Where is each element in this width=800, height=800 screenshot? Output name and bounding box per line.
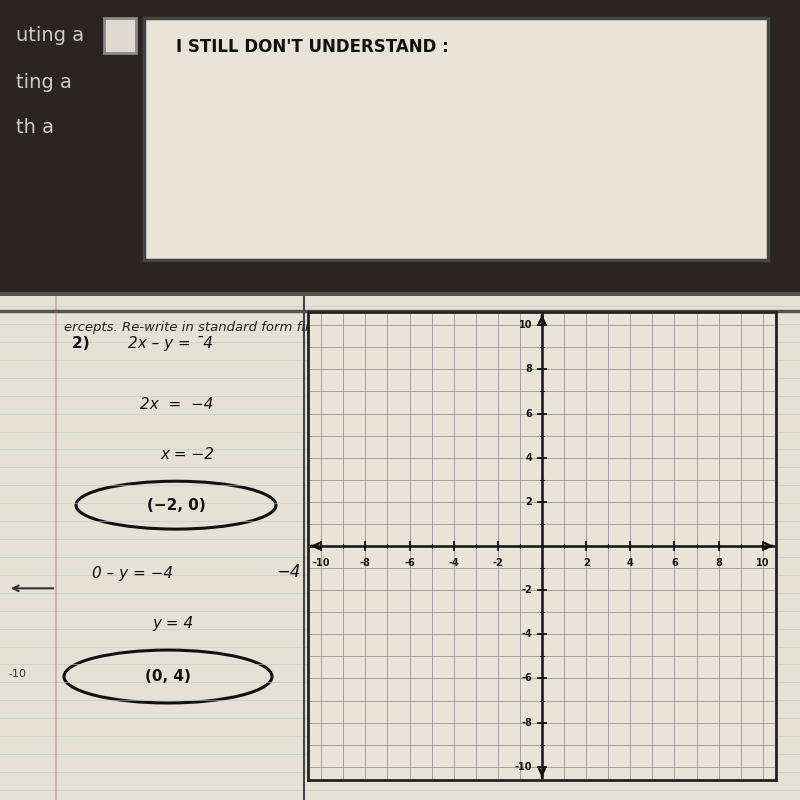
Text: uting a: uting a <box>16 26 84 45</box>
Text: 4: 4 <box>526 453 532 462</box>
Text: -8: -8 <box>521 718 532 728</box>
Text: ercepts. Re-write in standard form first if necessary.: ercepts. Re-write in standard form first… <box>64 322 410 334</box>
Text: 8: 8 <box>525 364 532 374</box>
Text: 6: 6 <box>526 409 532 418</box>
Text: -10: -10 <box>8 669 26 679</box>
Text: 8: 8 <box>715 558 722 568</box>
Text: 6: 6 <box>671 558 678 568</box>
FancyBboxPatch shape <box>144 18 768 261</box>
Text: ting a: ting a <box>16 74 72 92</box>
Text: y = 4: y = 4 <box>152 616 194 631</box>
Text: 10: 10 <box>756 558 770 568</box>
FancyBboxPatch shape <box>104 18 136 54</box>
Text: -2: -2 <box>522 585 532 595</box>
Text: -10: -10 <box>514 762 532 772</box>
Text: x = −2: x = −2 <box>160 447 214 462</box>
Text: (0, 4): (0, 4) <box>145 669 191 684</box>
Text: 10: 10 <box>518 320 532 330</box>
Text: -6: -6 <box>404 558 415 568</box>
Text: 2x – y = ¯4: 2x – y = ¯4 <box>128 336 213 351</box>
Text: 0 – y = −4: 0 – y = −4 <box>92 566 173 581</box>
Text: I STILL DON'T UNDERSTAND :: I STILL DON'T UNDERSTAND : <box>176 38 449 57</box>
Text: 2): 2) <box>72 336 100 351</box>
Text: 2x  =  −4: 2x = −4 <box>140 397 214 412</box>
Text: (−2, 0): (−2, 0) <box>146 498 206 513</box>
Text: −4: −4 <box>276 563 301 581</box>
Text: 2: 2 <box>526 497 532 507</box>
Text: -2: -2 <box>493 558 503 568</box>
Text: -10: -10 <box>313 558 330 568</box>
Text: th a: th a <box>16 118 54 137</box>
Text: -4: -4 <box>448 558 459 568</box>
Text: -4: -4 <box>522 630 532 639</box>
Text: -6: -6 <box>522 674 532 683</box>
Text: 2: 2 <box>582 558 590 568</box>
Text: 4: 4 <box>627 558 634 568</box>
Text: -8: -8 <box>360 558 371 568</box>
